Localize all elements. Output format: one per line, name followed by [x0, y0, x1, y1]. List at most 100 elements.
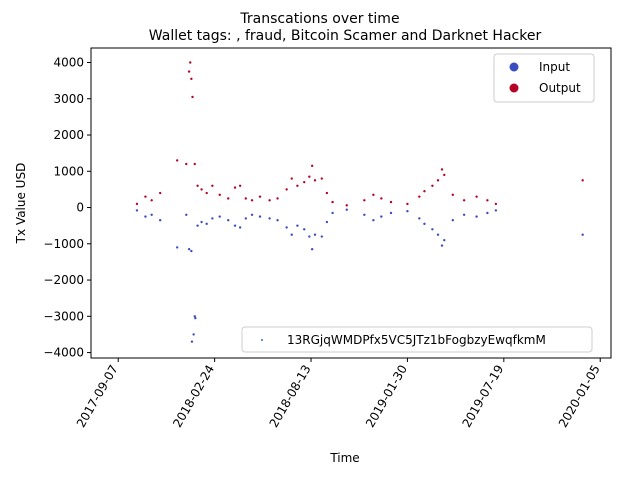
output-point-32 — [325, 191, 329, 195]
output-point-27 — [303, 180, 306, 184]
input-point-36 — [363, 213, 366, 216]
x-axis: 2017-09-07 2018-02-24 2018-08-13 2019-01-30… — [74, 358, 603, 430]
legend-label-input: Input — [539, 60, 570, 74]
input-point-49 — [475, 215, 478, 218]
output-point-37 — [380, 197, 383, 200]
input-point-4 — [175, 246, 179, 249]
output-point-13 — [205, 191, 208, 195]
output-point-42 — [431, 184, 434, 187]
input-point-14 — [205, 222, 208, 226]
output-point-40 — [418, 195, 421, 198]
output-point-49 — [486, 199, 489, 202]
input-point-45 — [440, 244, 444, 247]
output-point-23 — [276, 197, 279, 200]
output-point-11 — [196, 184, 199, 187]
output-point-12 — [200, 188, 203, 191]
input-point-17 — [227, 219, 230, 222]
output-point-51 — [581, 179, 584, 182]
x-tick-label-5: 2020-01-05 — [556, 363, 603, 430]
output-point-16 — [227, 197, 230, 200]
input-point-24 — [276, 219, 279, 222]
y-axis-label: Tx Value USD — [14, 163, 28, 245]
input-point-28 — [303, 228, 306, 231]
y-axis: −4000 −3000 −2000 −1000 0 1000 2000 3000 4000 — [43, 56, 91, 360]
output-point-34 — [345, 204, 348, 207]
output-point-10 — [193, 162, 196, 166]
output-point-18 — [238, 184, 242, 187]
x-tick-label-0: 2017-09-07 — [74, 363, 121, 430]
output-point-21 — [258, 195, 262, 198]
plot-area — [90, 47, 612, 359]
y-tick-label-8: 4000 — [53, 56, 84, 70]
y-tick-label-1: −3000 — [43, 309, 84, 323]
input-point-25 — [285, 226, 288, 229]
input-point-13 — [200, 220, 203, 224]
output-point-31 — [320, 177, 323, 180]
y-tick-label-5: 1000 — [53, 164, 84, 178]
input-point-52 — [581, 233, 584, 236]
input-point-43 — [431, 228, 434, 231]
input-point-40 — [406, 209, 409, 213]
input-point-48 — [462, 213, 466, 216]
output-point-15 — [218, 193, 221, 197]
y-tick-label-3: −1000 — [43, 237, 84, 251]
output-point-25 — [290, 177, 293, 180]
data-points — [135, 61, 584, 343]
input-point-51 — [494, 209, 498, 212]
address-legend: 13RGjqWMDPfx5VC5JTz1bFogbzyEwqfkmM — [241, 326, 593, 353]
input-point-5 — [185, 213, 188, 216]
input-point-27 — [296, 224, 299, 227]
output-point-28 — [308, 175, 311, 178]
y-tick-label-4: 0 — [76, 201, 84, 215]
input-point-10 — [193, 315, 196, 318]
input-point-30 — [310, 248, 314, 251]
input-point-33 — [325, 220, 329, 224]
input-point-2 — [150, 213, 153, 216]
output-point-46 — [451, 193, 454, 197]
input-point-9 — [192, 333, 195, 336]
input-point-42 — [423, 222, 426, 226]
output-point-29 — [310, 164, 314, 168]
input-point-1 — [144, 215, 147, 218]
x-tick-label-3: 2019-01-30 — [363, 363, 410, 430]
output-point-9 — [191, 95, 194, 99]
input-point-35 — [345, 208, 348, 211]
input-point-34 — [331, 211, 334, 215]
legend-box — [493, 53, 595, 103]
input-point-22 — [258, 215, 262, 218]
input-point-21 — [250, 213, 254, 216]
input-point-3 — [158, 219, 162, 222]
legend-marker-input — [509, 62, 519, 72]
y-tick-label-0: −4000 — [43, 346, 84, 360]
input-point-19 — [238, 226, 242, 229]
output-point-2 — [150, 199, 153, 202]
input-point-44 — [436, 233, 440, 236]
input-point-38 — [380, 215, 383, 218]
output-point-43 — [436, 179, 440, 182]
output-point-30 — [313, 179, 317, 182]
y-tick-label-7: 3000 — [53, 92, 84, 106]
input-point-47 — [451, 219, 454, 222]
x-axis-label: Time — [329, 451, 359, 465]
y-tick-label-2: −2000 — [43, 273, 84, 287]
legend-label-output: Output — [539, 81, 581, 95]
output-point-1 — [144, 195, 147, 198]
output-point-4 — [175, 159, 179, 162]
output-point-33 — [331, 200, 334, 204]
input-point-6 — [187, 248, 191, 251]
y-tick-label-6: 2000 — [53, 128, 84, 142]
output-point-19 — [244, 197, 248, 200]
input-point-15 — [211, 217, 214, 220]
input-point-18 — [233, 224, 237, 227]
output-point-50 — [494, 202, 498, 206]
output-point-22 — [268, 199, 271, 202]
input-point-41 — [418, 217, 421, 220]
input-point-29 — [308, 235, 311, 238]
input-point-46 — [443, 238, 446, 242]
legend: Input Output — [493, 53, 595, 103]
output-point-17 — [233, 186, 237, 189]
output-point-0 — [135, 202, 139, 206]
output-point-8 — [190, 77, 193, 81]
input-point-32 — [320, 235, 323, 238]
